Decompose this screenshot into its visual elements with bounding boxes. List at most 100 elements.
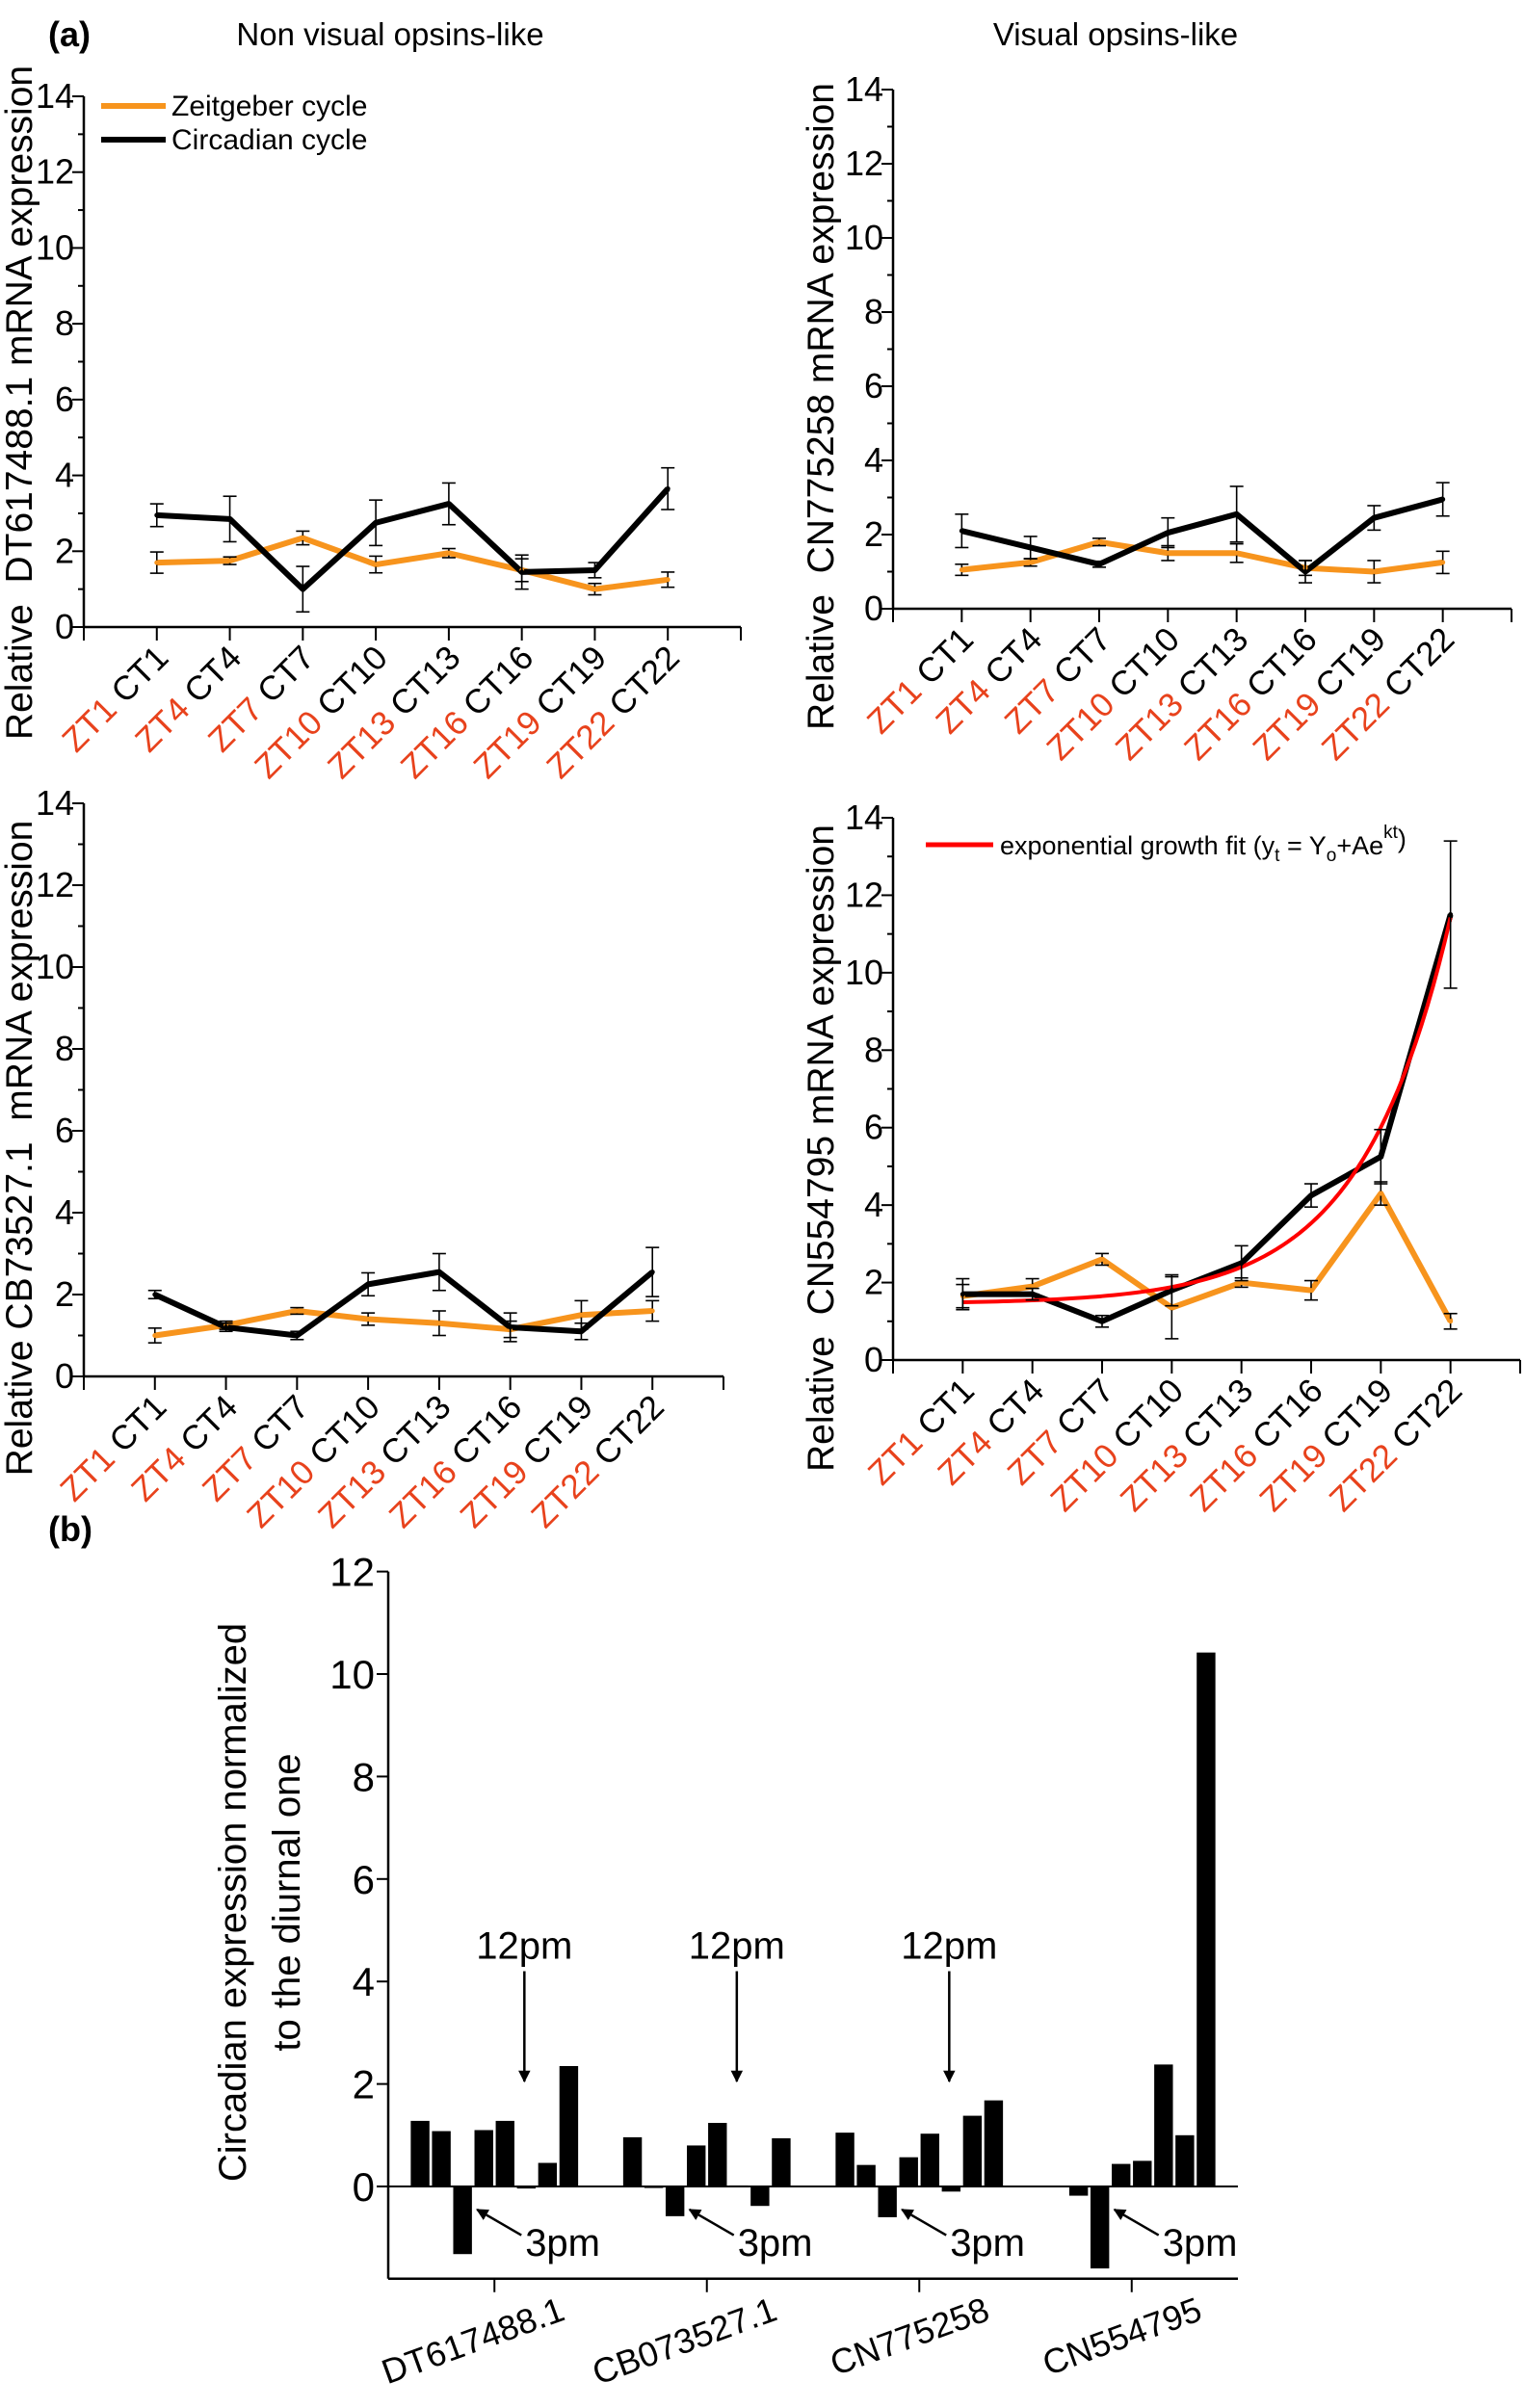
y-axis-label: Relative CN554795 mRNA expression	[801, 824, 842, 1472]
data-point	[446, 550, 452, 556]
bar	[1133, 2160, 1152, 2186]
x-tick-label: CB073527.1	[587, 2290, 781, 2393]
y-tick-label: 2	[55, 531, 74, 570]
bar	[474, 2130, 493, 2186]
data-point	[300, 587, 305, 592]
y-tick-label: 0	[864, 1340, 883, 1379]
data-point	[154, 512, 160, 518]
y-tick-label: 8	[55, 1029, 74, 1068]
bar	[1196, 1652, 1216, 2186]
x-tick-label: CN554795	[1038, 2290, 1207, 2383]
annotation-label: 3pm	[525, 2222, 600, 2264]
zeitgeber-line	[156, 535, 669, 592]
data-point	[1099, 1256, 1105, 1262]
bar	[920, 2133, 939, 2186]
data-point	[519, 569, 525, 575]
y-axis-label: Relative CN775258 mRNA expression	[801, 83, 842, 730]
data-point	[1096, 539, 1102, 545]
bar	[1068, 2186, 1089, 2196]
bar	[410, 2120, 430, 2186]
data-point	[1099, 1319, 1105, 1324]
legend-label-fit: exponential growth fit (yt = Yo+Aekt)	[1000, 823, 1407, 866]
ct-label: CT22	[1384, 1372, 1469, 1456]
y-tick-label: 12	[36, 865, 74, 904]
y-tick-label: 14	[36, 783, 74, 823]
bar	[538, 2162, 558, 2186]
data-point	[1440, 560, 1446, 565]
bar-panel: 0 2 4 6 8 10 12 Circadian expression normalized…	[212, 1550, 1238, 2393]
circadian-line	[962, 913, 1454, 1324]
annotation-label: 3pm	[950, 2222, 1025, 2264]
bar	[856, 2164, 876, 2186]
y-tick-label: 8	[864, 1030, 883, 1069]
y-tick-label: 14	[845, 69, 883, 109]
bar	[962, 2115, 983, 2186]
annotation-12pm: 12pm	[901, 1924, 997, 2083]
data-point	[154, 560, 160, 565]
bar	[1175, 2134, 1195, 2186]
y-tick-label: 14	[845, 798, 883, 837]
data-point	[592, 567, 597, 573]
y-tick-label: 6	[55, 380, 74, 419]
data-point	[373, 520, 379, 526]
y-tick-label: 6	[864, 366, 883, 406]
y-tick-label: 2	[864, 514, 883, 554]
fit-label-sub1: t	[1275, 846, 1280, 866]
data-point	[960, 1292, 965, 1297]
bar	[622, 2136, 643, 2186]
bar	[835, 2133, 855, 2186]
annotation-label: 12pm	[901, 1924, 997, 1967]
y-tick-label: 10	[845, 218, 883, 257]
exponential-fit-line	[962, 917, 1453, 1305]
data-point	[1165, 550, 1170, 556]
data-point	[1096, 562, 1102, 567]
data-point	[508, 1324, 513, 1330]
bar	[729, 2185, 749, 2187]
annotation-label: 3pm	[738, 2222, 813, 2264]
data-point	[1378, 1154, 1383, 1160]
bar	[708, 2123, 727, 2186]
y-tick-label: 6	[353, 1857, 375, 1902]
data-point	[649, 1308, 655, 1314]
data-point	[592, 587, 597, 592]
bar	[516, 2186, 537, 2189]
circadian-line	[153, 1269, 655, 1339]
data-point	[294, 1333, 300, 1338]
bar	[984, 2100, 1004, 2186]
y-tick-label: 2	[353, 2062, 375, 2107]
y-tick-label: 2	[55, 1274, 74, 1314]
annotation-12pm: 12pm	[476, 1924, 572, 2083]
bar	[941, 2186, 961, 2192]
ct-label: CT22	[602, 639, 687, 723]
data-point	[1169, 1288, 1174, 1294]
arrow-up-left-icon	[901, 2208, 947, 2237]
legend-label-circadian: Circadian cycle	[171, 124, 367, 156]
data-point	[1308, 1288, 1314, 1294]
annotation-label: 3pm	[1163, 2222, 1238, 2264]
panel-b-label: (b)	[48, 1509, 92, 1549]
ct-label: CT22	[1377, 620, 1461, 705]
data-point	[300, 536, 305, 541]
data-point	[1371, 515, 1377, 521]
y-tick-label: 4	[864, 1185, 883, 1224]
data-point	[436, 1321, 442, 1326]
y-tick-label: 8	[864, 292, 883, 331]
annotation-3pm: 3pm	[901, 2208, 1025, 2264]
bar	[644, 2186, 664, 2188]
data-point	[959, 528, 964, 534]
data-point	[959, 567, 964, 573]
arrow-up-left-icon	[688, 2208, 735, 2237]
data-point	[223, 1324, 229, 1330]
x-tick-label: DT617488.1	[377, 2290, 569, 2392]
bar	[1112, 2163, 1131, 2186]
y-tick-label: 12	[329, 1550, 375, 1595]
data-point	[1030, 1292, 1036, 1297]
y-tick-label: 4	[55, 1192, 74, 1232]
data-point	[227, 558, 233, 563]
y-tick-label: 12	[845, 875, 883, 914]
